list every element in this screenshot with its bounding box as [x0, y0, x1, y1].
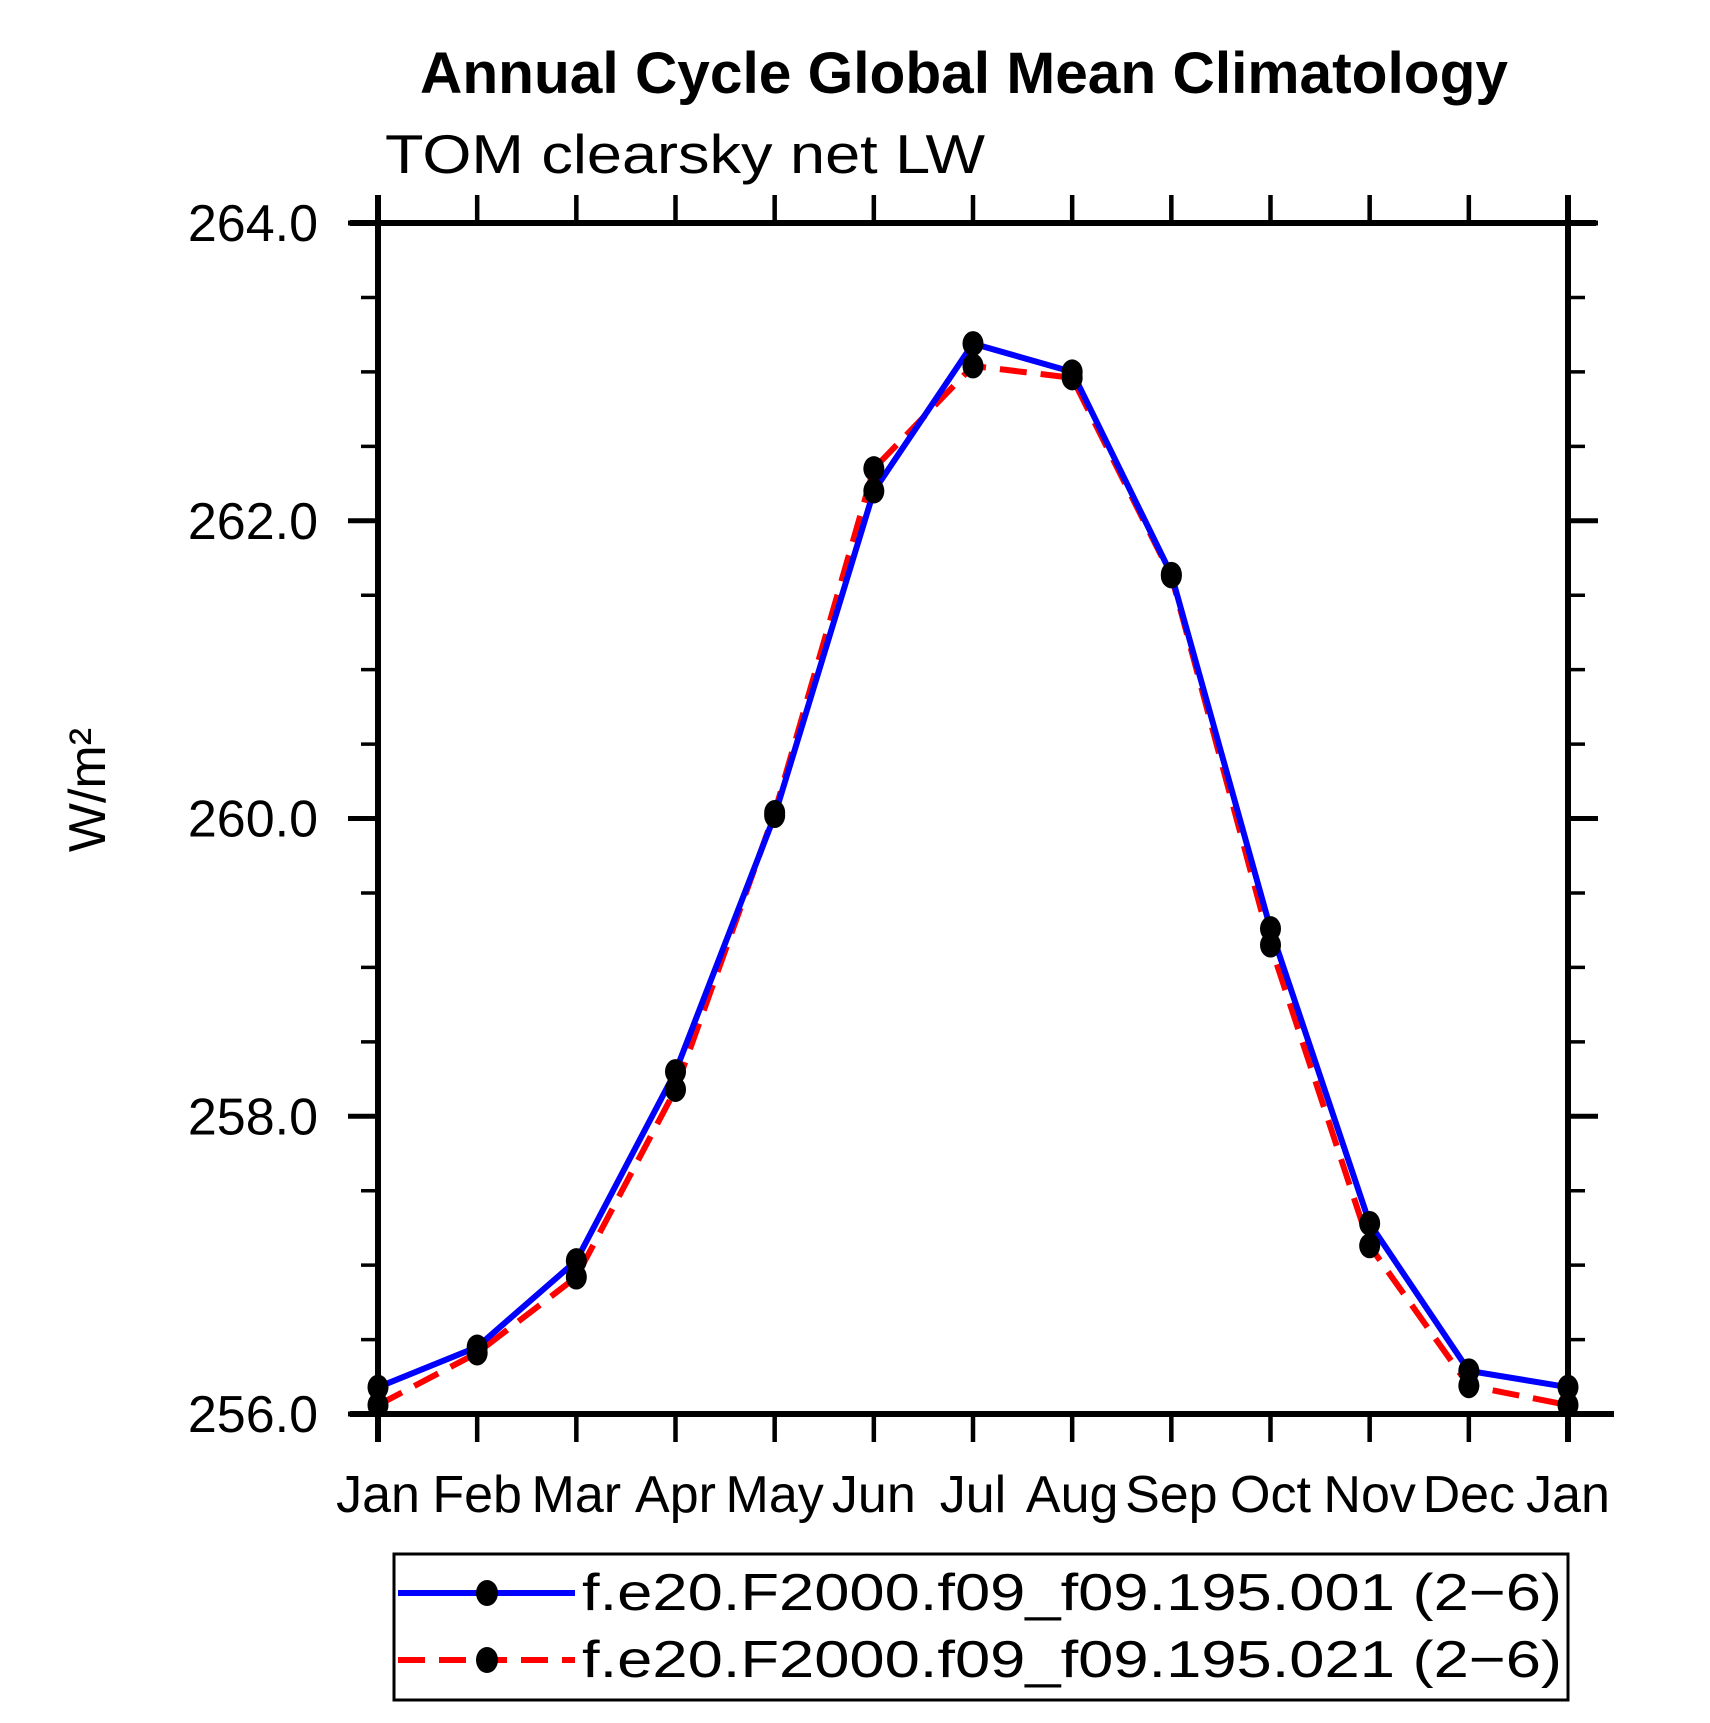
data-point-marker	[367, 1374, 389, 1400]
series-line-001	[376, 340, 1569, 1391]
x-tick-label: Feb	[432, 1466, 522, 1524]
y-tick-label: 258.0	[188, 1088, 318, 1146]
x-tick-label: Apr	[635, 1466, 716, 1524]
legend-entry-label: f.e20.F2000.f09_f09.195.021 (2−6)	[582, 1631, 1562, 1689]
legend-marker-sample	[476, 1647, 498, 1673]
data-point-marker	[962, 353, 984, 379]
data-point-marker	[863, 456, 885, 482]
data-point-marker	[1458, 1373, 1480, 1399]
x-tick-label: Jun	[832, 1466, 916, 1524]
data-point-marker	[1557, 1392, 1579, 1418]
data-point-marker	[565, 1264, 587, 1290]
x-tick-label: May	[726, 1466, 824, 1524]
data-point-marker	[1260, 932, 1281, 958]
data-point-marker	[1359, 1233, 1381, 1259]
y-axis-label: W/m²	[59, 728, 117, 852]
chart-subtitle: TOM clearsky net LW	[385, 123, 985, 185]
x-tick-label: Jul	[940, 1466, 1006, 1524]
legend-entry-label: f.e20.F2000.f09_f09.195.001 (2−6)	[582, 1564, 1562, 1622]
y-tick-label: 256.0	[188, 1386, 318, 1444]
legend: f.e20.F2000.f09_f09.195.001 (2−6) f.e20.F…	[392, 1552, 1570, 1702]
x-tick-label: Nov	[1323, 1466, 1415, 1524]
data-point-marker	[1557, 1374, 1579, 1400]
y-tick-label: 262.0	[188, 493, 318, 551]
x-tick-label: Aug	[1026, 1466, 1119, 1524]
x-tick-label: Dec	[1423, 1466, 1515, 1524]
y-tick-label: 264.0	[188, 195, 318, 253]
data-point-marker	[1359, 1210, 1381, 1236]
x-tick-label: Sep	[1125, 1466, 1218, 1524]
x-tick-label: Oct	[1230, 1466, 1311, 1524]
chart-title: Annual Cycle Global Mean Climatology	[420, 41, 1508, 106]
data-point-marker	[962, 331, 984, 357]
data-point-marker	[665, 1059, 686, 1085]
data-point-marker	[367, 1392, 389, 1418]
y-tick-label: 260.0	[188, 791, 318, 849]
data-point-marker	[1061, 365, 1083, 391]
legend-marker-sample	[476, 1580, 498, 1606]
data-point-marker	[764, 800, 786, 826]
x-tick-label: Mar	[532, 1466, 622, 1524]
x-tick-label: Jan	[1526, 1466, 1610, 1524]
data-point-marker	[1160, 563, 1182, 589]
legend-box	[392, 1552, 1570, 1702]
data-point-marker	[665, 1076, 686, 1102]
data-point-marker	[863, 478, 885, 504]
data-point-marker	[466, 1340, 488, 1366]
x-tick-label: Jan	[336, 1466, 420, 1524]
